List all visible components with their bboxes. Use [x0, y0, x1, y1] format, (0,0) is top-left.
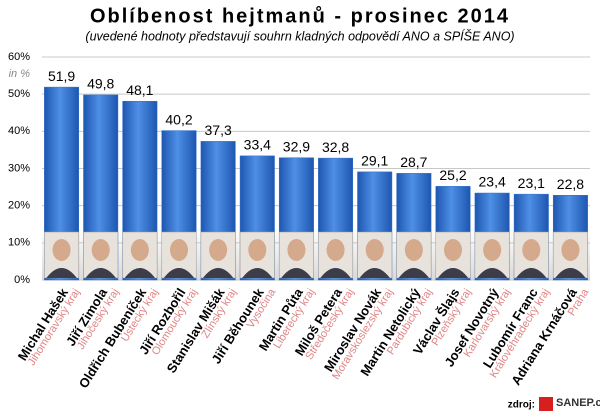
photo-body: [516, 268, 547, 278]
value-label: 22,8: [557, 176, 584, 192]
photo-body: [359, 268, 390, 278]
photo-body: [85, 268, 116, 278]
photo-face: [209, 239, 228, 261]
photo-face: [91, 239, 110, 261]
photo-body: [242, 268, 273, 278]
photo-face: [52, 239, 71, 261]
y-tick-label: 60%: [8, 51, 30, 63]
photo-face: [170, 239, 188, 261]
value-label: 25,2: [439, 167, 466, 183]
y-tick-label: 50%: [8, 88, 30, 100]
value-label: 48,1: [126, 82, 153, 98]
photo-body: [320, 268, 351, 278]
value-label: 37,3: [205, 122, 232, 138]
photo-face: [444, 239, 462, 261]
photo-face: [130, 239, 149, 261]
photo-face: [365, 239, 384, 261]
photo-body: [398, 268, 430, 278]
value-label: 23,4: [479, 174, 506, 190]
value-label: 32,9: [283, 138, 310, 154]
value-label: 29,1: [361, 153, 388, 169]
value-label: 51,9: [48, 68, 75, 84]
photo-body: [476, 268, 508, 278]
photo-face: [522, 239, 541, 261]
photo-face: [326, 239, 345, 261]
photo-body: [46, 268, 77, 278]
unit-label: in %: [9, 68, 31, 80]
photo-body: [281, 268, 312, 278]
photo-body: [437, 268, 469, 278]
chart-subtitle: (uvedené hodnoty představují souhrn klad…: [85, 28, 514, 43]
y-tick-label: 40%: [8, 125, 30, 137]
value-label: 23,1: [518, 175, 545, 191]
source-label: zdroj:: [508, 400, 535, 411]
value-label: 32,8: [322, 139, 349, 155]
photo-body: [555, 268, 586, 278]
photo-body: [202, 268, 234, 278]
photo-face: [248, 239, 267, 261]
y-tick-label: 30%: [8, 162, 30, 174]
photo-body: [163, 268, 195, 278]
photo-face: [561, 239, 580, 261]
photo-face: [287, 239, 306, 261]
value-label: 28,7: [400, 154, 427, 170]
photo-body: [124, 268, 156, 278]
y-tick-label: 20%: [8, 200, 30, 212]
value-label: 49,8: [87, 76, 114, 92]
chart-title: Oblíbenost hejtmanů - prosinec 2014: [90, 5, 510, 27]
value-label: 40,2: [165, 111, 192, 127]
photo-face: [483, 239, 502, 261]
logo-icon: [539, 397, 553, 411]
photo-face: [404, 239, 423, 261]
source: SANEP.cz: [556, 397, 600, 409]
y-tick-label: 0%: [14, 274, 30, 286]
value-label: 33,4: [244, 137, 271, 153]
y-tick-label: 10%: [8, 237, 30, 249]
